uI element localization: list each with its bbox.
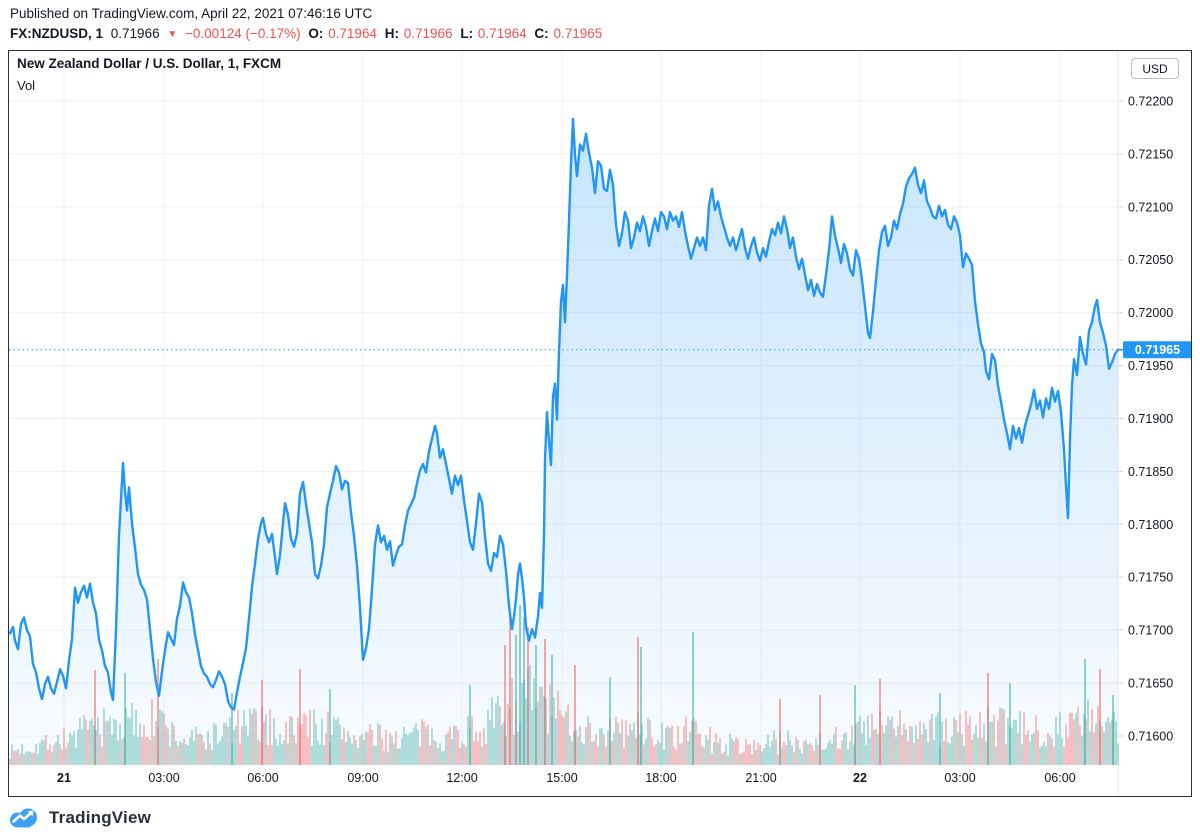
y-axis-label: 0.72200 <box>1128 95 1173 109</box>
high-label: H: <box>384 26 399 41</box>
x-axis-label: 06:00 <box>1044 771 1075 785</box>
close-label: C: <box>534 26 549 41</box>
x-axis-label: 21:00 <box>745 771 776 785</box>
y-axis-label: 0.71800 <box>1128 518 1173 532</box>
down-arrow-icon: ▼ <box>167 29 178 40</box>
x-axis-label: 06:00 <box>247 771 278 785</box>
close-value: 0.71965 <box>553 26 603 41</box>
price-change: −0.00124 (−0.17%) <box>185 26 301 41</box>
price-line <box>8 117 1120 711</box>
price-chart-canvas[interactable]: 0.72200 0.72150 0.72100 0.72050 0.72000 0.719… <box>8 51 1192 796</box>
y-axis-label: 0.71600 <box>1128 730 1173 744</box>
chart-frame: 0.72200 0.72150 0.72100 0.72050 0.72000 0.719… <box>8 50 1192 797</box>
chart-title: New Zealand Dollar / U.S. Dollar, 1, FXC… <box>17 56 282 71</box>
x-axis-label: 15:00 <box>546 771 577 785</box>
last-price: 0.71966 <box>110 26 160 41</box>
x-axis-label: 18:00 <box>645 771 676 785</box>
volume-bars <box>9 605 1119 765</box>
y-axis-label: 0.72100 <box>1128 200 1173 214</box>
tradingview-cloud-icon <box>10 808 37 828</box>
y-axis-label: 0.72150 <box>1128 147 1173 161</box>
x-axis-label: 09:00 <box>347 771 378 785</box>
y-axis-label: 0.71650 <box>1128 677 1173 691</box>
y-axis-label: 0.71900 <box>1128 412 1173 426</box>
open-label: O: <box>308 26 324 41</box>
low-label: L: <box>460 26 474 41</box>
x-axis-label: 03:00 <box>944 771 975 785</box>
tradingview-brand[interactable]: TradingView <box>8 803 151 833</box>
symbol-ohlc-line: FX:NZDUSD, 1 0.71966 ▼ −0.00124 (−0.17%)… <box>10 26 606 41</box>
y-axis-label: 0.71950 <box>1128 359 1173 373</box>
brand-wordmark: TradingView <box>49 808 152 827</box>
x-axis-label: 12:00 <box>446 771 477 785</box>
published-line: Published on TradingView.com, April 22, … <box>10 6 373 21</box>
y-axis-label: 0.72050 <box>1128 253 1173 267</box>
x-axis-label: 21 <box>57 771 71 785</box>
volume-pane-label: Vol <box>17 78 36 93</box>
symbol-name: FX:NZDUSD, 1 <box>10 26 104 41</box>
x-axis-label: 03:00 <box>148 771 179 785</box>
open-value: 0.71964 <box>328 26 377 41</box>
high-value: 0.71966 <box>403 26 453 41</box>
x-axis-label: 22 <box>853 771 867 785</box>
y-axis-label: 0.72000 <box>1128 306 1173 320</box>
y-axis-label: 0.71850 <box>1128 465 1173 479</box>
y-axis-label: 0.71700 <box>1128 624 1173 638</box>
currency-badge[interactable]: USD <box>1131 58 1179 79</box>
y-axis-label: 0.71750 <box>1128 571 1173 585</box>
last-price-badge-text: 0.71965 <box>1135 343 1180 357</box>
last-price-badge <box>1123 341 1192 359</box>
area-fill <box>10 119 1118 765</box>
low-value: 0.71964 <box>477 26 527 41</box>
